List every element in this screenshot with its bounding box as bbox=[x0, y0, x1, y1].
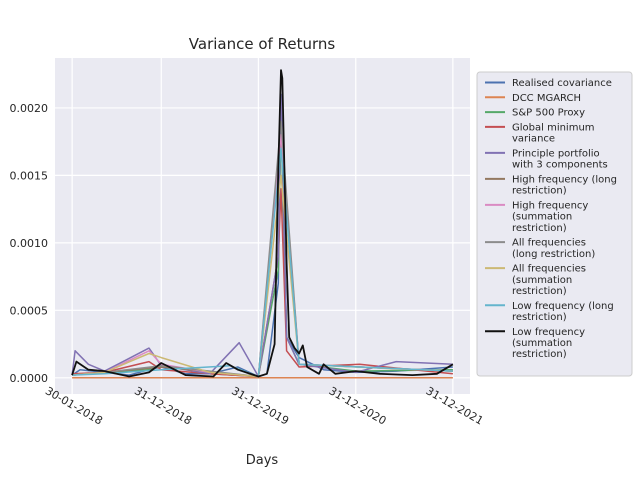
legend-label: High frequency (long restriction) bbox=[512, 174, 617, 196]
legend-label: High frequency (summation restriction) bbox=[512, 200, 588, 233]
y-tick-label: 0.0000 bbox=[10, 372, 49, 385]
legend-label: Realised covariance bbox=[512, 78, 612, 89]
chart-title: Variance of Returns bbox=[189, 35, 336, 53]
y-tick-labels: 0.0000 0.0005 0.0010 0.0015 0.0020 bbox=[10, 102, 49, 385]
x-axis-label: Days bbox=[246, 453, 279, 468]
legend-label: All frequencies (long restriction) bbox=[512, 238, 595, 260]
y-tick-label: 0.0020 bbox=[10, 102, 49, 115]
legend-label: Low frequency (long restriction) bbox=[512, 301, 614, 323]
legend: Realised covariance DCC MGARCH S&P 500 Pro… bbox=[476, 71, 633, 377]
series-line-11 bbox=[71, 69, 454, 378]
y-tick-label: 0.0015 bbox=[10, 169, 49, 182]
legend-box bbox=[476, 71, 633, 377]
legend-label: All frequencies (summation restriction) bbox=[512, 264, 586, 297]
legend-label: Low frequency (summation restriction) bbox=[512, 327, 585, 360]
legend-label: Global minimum variance bbox=[512, 122, 595, 144]
series-lines bbox=[71, 69, 454, 379]
legend-label: Principle portfolio with 3 components bbox=[512, 148, 608, 170]
y-tick-label: 0.0005 bbox=[10, 304, 49, 317]
legend-label: DCC MGARCH bbox=[512, 93, 581, 104]
y-tick-label: 0.0010 bbox=[10, 237, 49, 250]
legend-label: S&P 500 Proxy bbox=[512, 108, 585, 119]
